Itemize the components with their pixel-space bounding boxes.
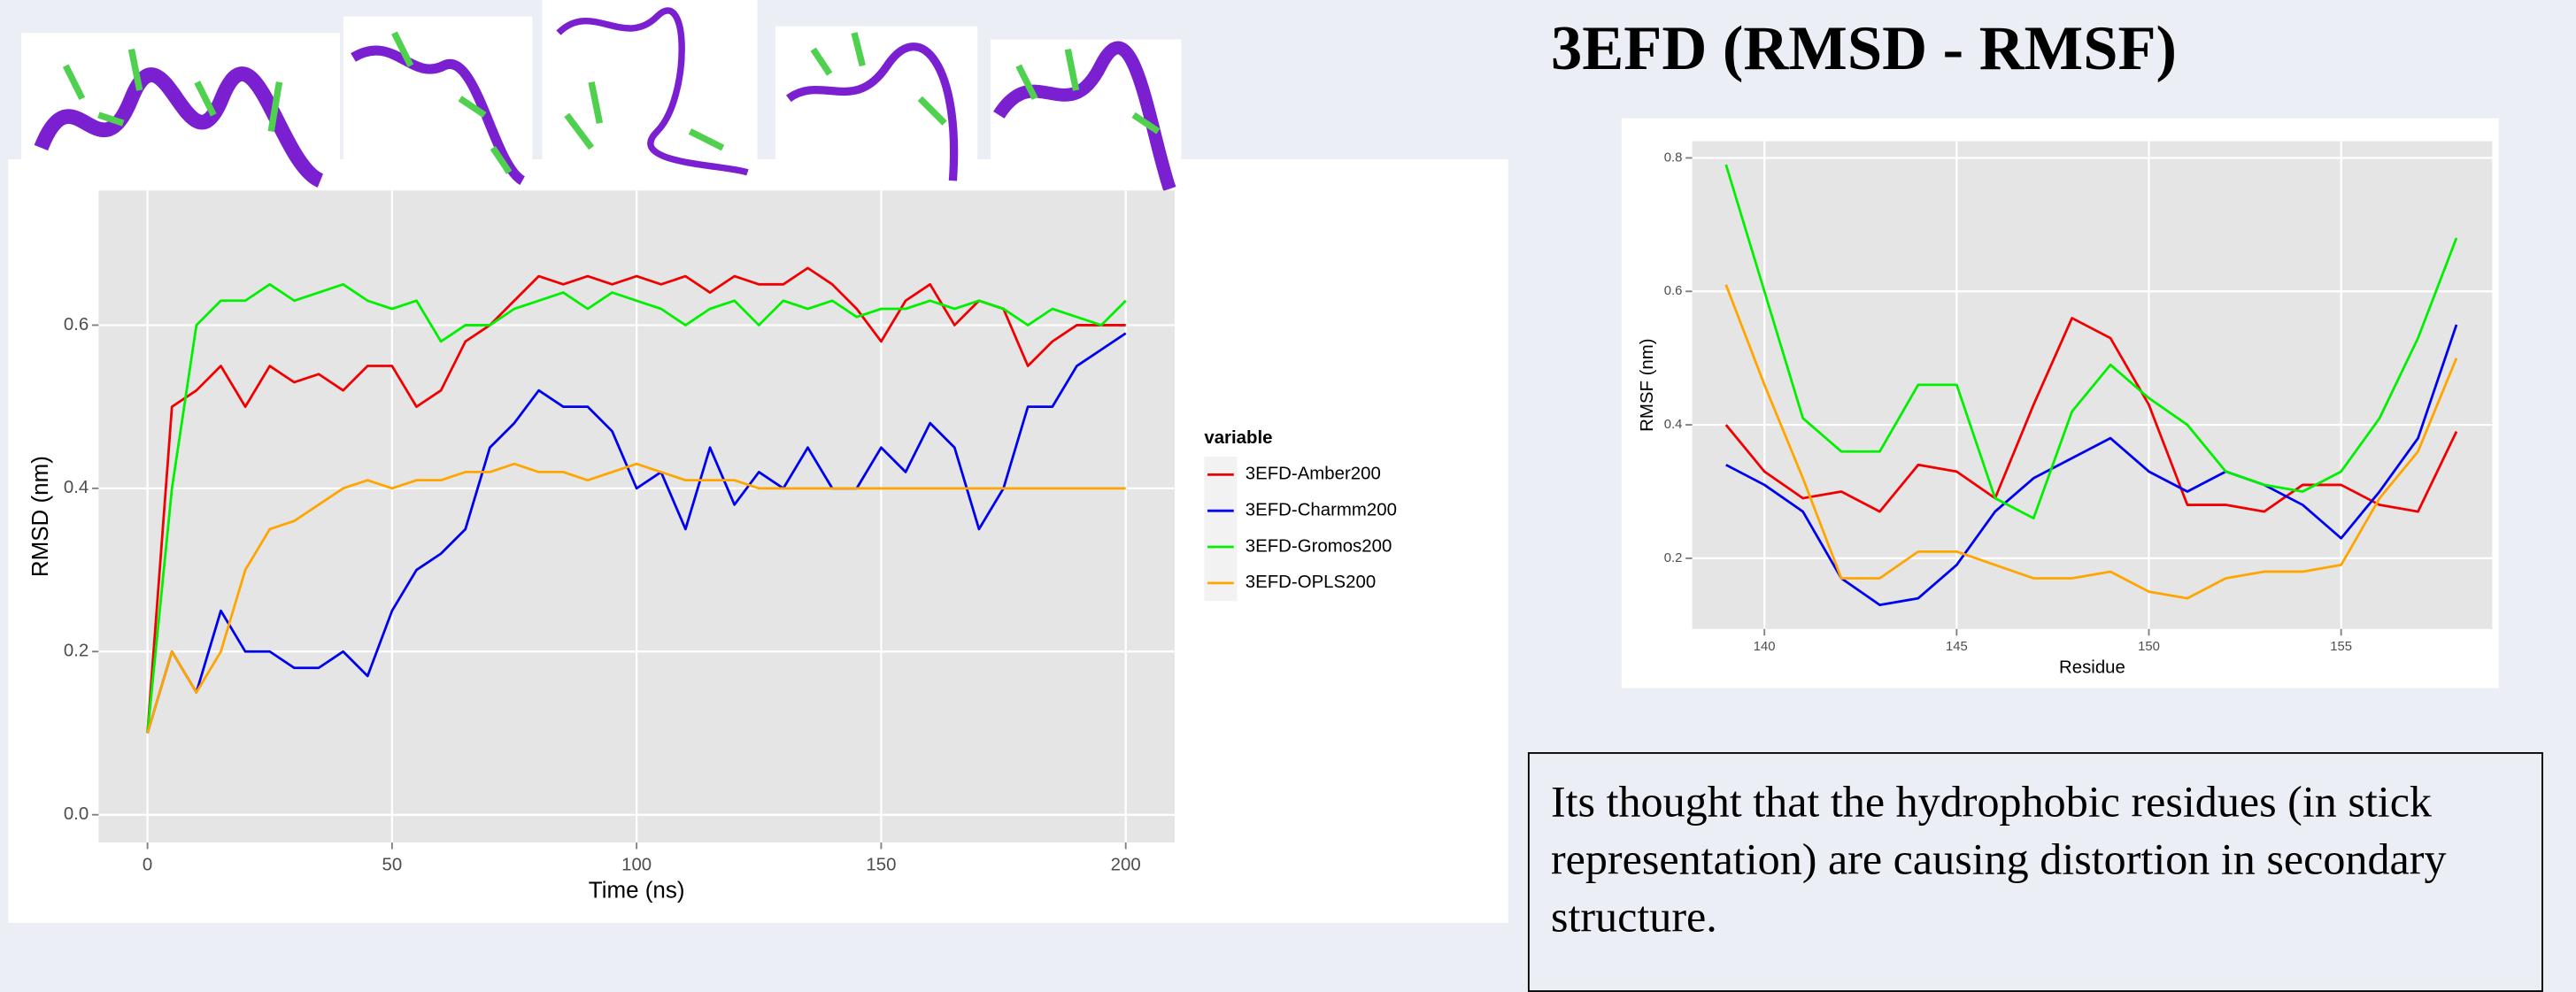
y-axis-title: RMSF (nm) [1638, 338, 1657, 431]
y-tick-label: 0.6 [64, 315, 89, 335]
x-tick-label: 155 [2330, 640, 2352, 654]
structure-images [21, 0, 1182, 201]
note-box: Its thought that the hydrophobic residue… [1527, 751, 2543, 992]
helix [351, 45, 526, 186]
y-tick-label: 0.2 [64, 642, 89, 661]
slide-graphics: 0.0 0.2 0.4 0.6 0 50 100 150 200 Time (ns) RMSD (n… [8, 0, 2499, 923]
sticks [1015, 48, 1161, 135]
series-line [1724, 317, 2458, 513]
legend-label: 3EFD-Gromos200 [1246, 536, 1392, 556]
x-tick-label: 50 [382, 855, 403, 874]
y-tick-label: 0.4 [64, 478, 89, 497]
y-tick-label: 0.2 [1664, 551, 1683, 565]
x-tick-label: 150 [2138, 640, 2160, 654]
y-tick-label: 0.6 [1664, 284, 1683, 298]
x-tick-label: 150 [866, 855, 896, 874]
sticks [62, 48, 283, 133]
x-axis-title: Time (ns) [589, 877, 685, 904]
series-line [1725, 324, 2458, 607]
series-line [146, 462, 1126, 734]
structure-image [542, 0, 758, 197]
series-line [146, 266, 1126, 734]
x-tick-label: 140 [1754, 640, 1776, 654]
series-line [1724, 164, 2458, 520]
y-tick-label: 0.4 [1664, 418, 1683, 432]
sticks [391, 31, 513, 174]
structure-image [775, 26, 978, 201]
series-line [1724, 284, 2458, 600]
x-tick-label: 145 [1946, 640, 1968, 654]
legend-title: variable [1204, 428, 1272, 448]
x-axis-title: Residue [2059, 658, 2125, 678]
series-line [146, 282, 1127, 734]
y-tick-label: 0.0 [64, 804, 89, 824]
legend: variable 3EFD-Amber200 3EFD-Charmm200 3EFD-… [1204, 428, 1397, 602]
coil [556, 7, 749, 176]
x-tick-label: 200 [1111, 855, 1141, 874]
legend-label: 3EFD-OPLS200 [1246, 573, 1376, 592]
sticks [810, 32, 947, 126]
legend-label: 3EFD-Charmm200 [1246, 501, 1397, 520]
x-tick-label: 100 [621, 855, 652, 874]
series-line [146, 332, 1127, 734]
y-axis-title: RMSD (nm) [27, 456, 53, 577]
x-tick-label: 0 [143, 855, 152, 874]
y-tick-label: 0.8 [1664, 150, 1683, 165]
sticks [564, 81, 725, 151]
helix [34, 66, 324, 188]
legend-label: 3EFD-Amber200 [1246, 465, 1381, 484]
slide: 0.0 0.2 0.4 0.6 0 50 100 150 200 Time (ns) RMSD (n… [8, 0, 2543, 992]
coil [786, 42, 959, 181]
slide-title: 3EFD (RMSD - RMSF) [1550, 14, 2178, 84]
